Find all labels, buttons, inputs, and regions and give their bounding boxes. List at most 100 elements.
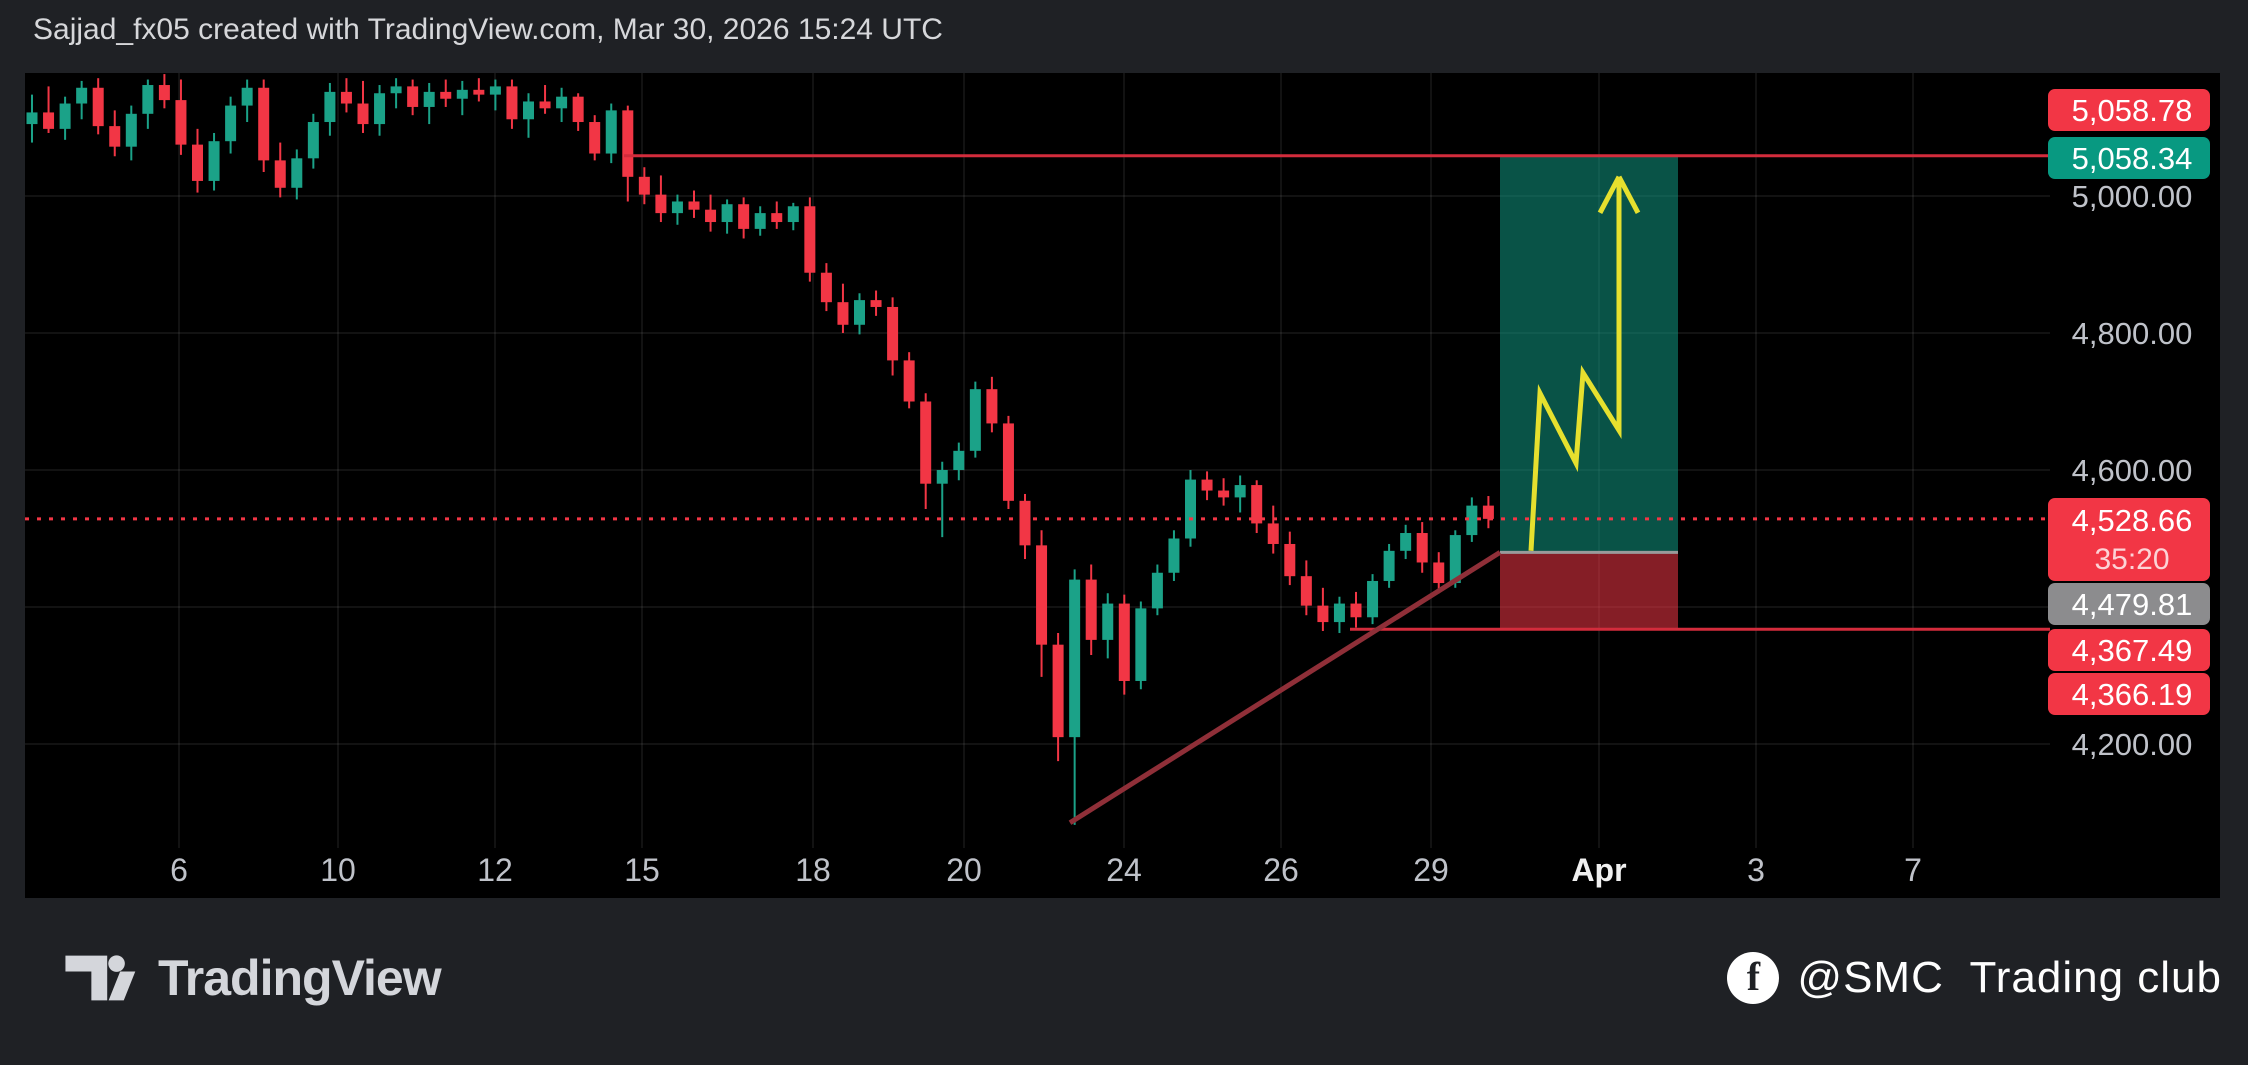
- price-badge-value: 4,367.49: [2072, 633, 2193, 668]
- candle: [638, 176, 650, 195]
- candle: [771, 213, 783, 223]
- axis-time-label: 12: [477, 852, 513, 888]
- axis-time-label: 20: [946, 852, 982, 888]
- social-handle: @SMC Trading club: [1797, 952, 2222, 1002]
- candle: [738, 204, 750, 229]
- candle: [1218, 490, 1230, 498]
- candle: [1333, 603, 1345, 623]
- tradingview-wordmark: TradingView: [158, 949, 442, 1006]
- candle: [688, 201, 700, 210]
- candle: [26, 112, 38, 125]
- chart-pane: [25, 73, 2220, 898]
- candle: [1118, 603, 1130, 681]
- candle: [142, 85, 154, 114]
- candle: [1267, 523, 1279, 544]
- price-badge: [2048, 629, 2210, 671]
- projection-arrow-head: [1616, 175, 1641, 214]
- candle: [1400, 533, 1412, 551]
- candle: [870, 300, 882, 307]
- axis-price-label: 5,000.00: [2072, 179, 2193, 214]
- candle: [953, 450, 965, 470]
- bar-countdown: 35:20: [2094, 543, 2169, 576]
- axis-time-label: 24: [1106, 852, 1142, 888]
- projection-arrow[interactable]: [1528, 176, 1622, 551]
- candle: [854, 300, 865, 325]
- candle: [523, 101, 534, 120]
- candle: [1284, 543, 1296, 577]
- axis-time-label: 7: [1904, 852, 1922, 888]
- candle: [1168, 538, 1180, 573]
- candle: [1433, 562, 1445, 584]
- candle: [407, 86, 419, 107]
- social-credit: f @SMC Trading club: [1727, 951, 2222, 1004]
- axis-time-label: 10: [320, 852, 356, 888]
- candle: [936, 470, 948, 484]
- long-position-loss-box[interactable]: [1500, 552, 1678, 631]
- candle: [1367, 580, 1379, 618]
- candle: [705, 209, 717, 223]
- candle: [456, 89, 468, 99]
- axis-time-label: 3: [1747, 852, 1765, 888]
- axis-time-label: 26: [1263, 852, 1299, 888]
- candle: [1383, 550, 1395, 581]
- axis-time-label: 18: [795, 852, 831, 888]
- price-badge-value: 4,479.81: [2072, 587, 2193, 622]
- time-axis[interactable]: [25, 850, 2050, 898]
- axis-price-label: 4,200.00: [2072, 727, 2193, 762]
- candle: [125, 113, 137, 147]
- axis-time-label: Apr: [1571, 852, 1626, 888]
- candle: [969, 389, 981, 451]
- price-badge: [2048, 137, 2210, 179]
- candle: [903, 360, 915, 402]
- candle: [489, 86, 501, 95]
- candle: [1135, 608, 1147, 681]
- candle: [43, 112, 55, 129]
- candle: [473, 89, 485, 95]
- candle: [1019, 500, 1031, 546]
- candle: [920, 401, 932, 484]
- candle: [225, 105, 237, 142]
- candle: [539, 101, 551, 109]
- candle: [307, 122, 319, 159]
- candle: [671, 201, 683, 214]
- candle: [1482, 505, 1494, 519]
- candle: [1449, 535, 1461, 584]
- candle: [1350, 603, 1362, 618]
- candle: [175, 100, 187, 145]
- candle: [192, 144, 203, 181]
- candle: [1036, 545, 1048, 645]
- trend-line[interactable]: [1068, 550, 1502, 825]
- current-price-badge: [2048, 498, 2210, 581]
- candle: [1069, 579, 1081, 738]
- candle: [820, 272, 832, 303]
- axis-time-label: 6: [170, 852, 188, 888]
- candle: [1052, 644, 1064, 738]
- candle: [274, 160, 286, 188]
- candle: [721, 204, 733, 223]
- candle: [324, 91, 336, 123]
- candle: [340, 91, 352, 104]
- candle: [1201, 479, 1213, 491]
- long-position-profit-box[interactable]: [1500, 156, 1678, 553]
- candle: [76, 87, 88, 104]
- candle: [1466, 505, 1478, 536]
- candle: [390, 86, 402, 94]
- candle: [754, 213, 766, 229]
- footer: TradingView f @SMC Trading club: [0, 898, 2248, 1065]
- candle: [1185, 479, 1196, 539]
- price-badge-value: 4,366.19: [2072, 677, 2193, 712]
- axis-time-label: 15: [624, 852, 660, 888]
- chart-attribution: Sajjad_fx05 created with TradingView.com…: [33, 13, 943, 46]
- price-badge: [2048, 673, 2210, 715]
- candle: [92, 87, 104, 127]
- candle: [605, 110, 617, 154]
- candle: [572, 96, 584, 123]
- candle: [837, 302, 849, 325]
- price-axis[interactable]: [2052, 73, 2220, 898]
- candle: [1151, 572, 1163, 609]
- candle: [208, 141, 220, 181]
- candle: [556, 96, 568, 109]
- price-chart[interactable]: 5,000.00 4,800.00 4,600.00 4,200.00 5,058.78…: [0, 0, 2248, 898]
- candle: [589, 122, 601, 154]
- candle: [1317, 605, 1329, 623]
